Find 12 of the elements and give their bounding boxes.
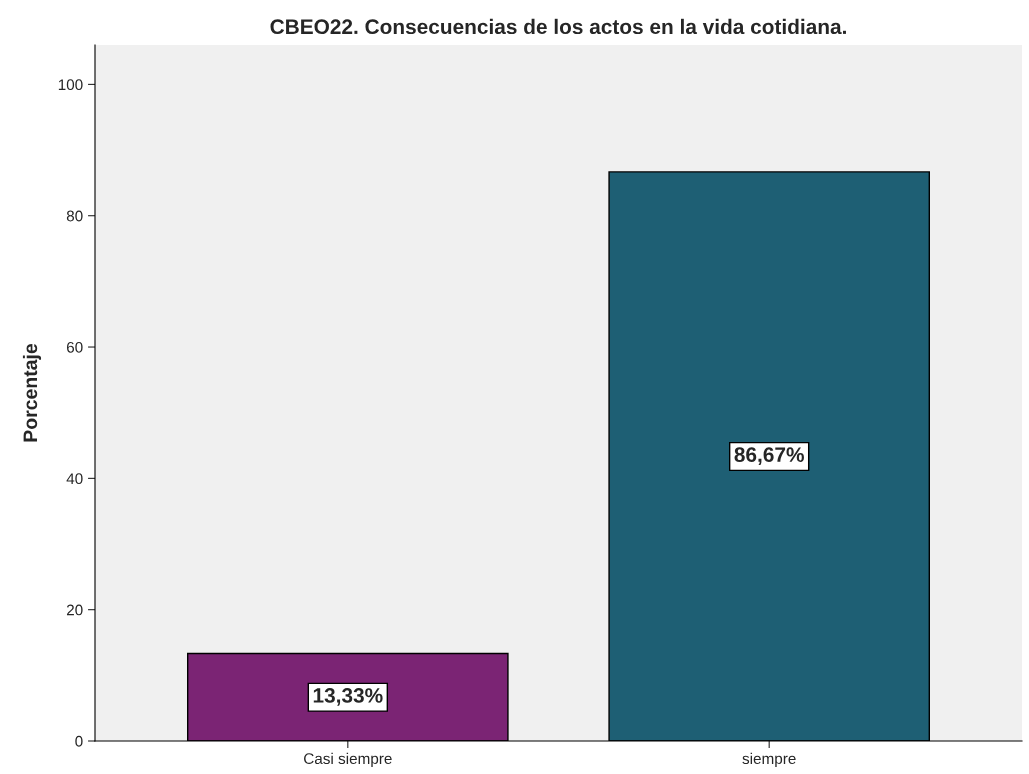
y-tick-label: 20 <box>66 604 83 616</box>
data-label: 86,67% <box>734 447 804 466</box>
x-tick-label: Casi siempre <box>304 752 392 768</box>
y-axis-title: Porcentaje <box>22 343 42 442</box>
chart-title: CBEO22. Consecuencias de los actos en la vida cotidiana. <box>270 18 846 35</box>
y-tick-label: 40 <box>66 473 83 485</box>
y-tick-label: 80 <box>66 210 83 222</box>
data-label: 13,33% <box>313 688 383 706</box>
y-tick-label: 100 <box>58 79 83 91</box>
y-tick-label: 0 <box>75 735 83 747</box>
x-tick-label: siempre <box>742 752 796 768</box>
y-tick-label: 60 <box>66 341 83 353</box>
